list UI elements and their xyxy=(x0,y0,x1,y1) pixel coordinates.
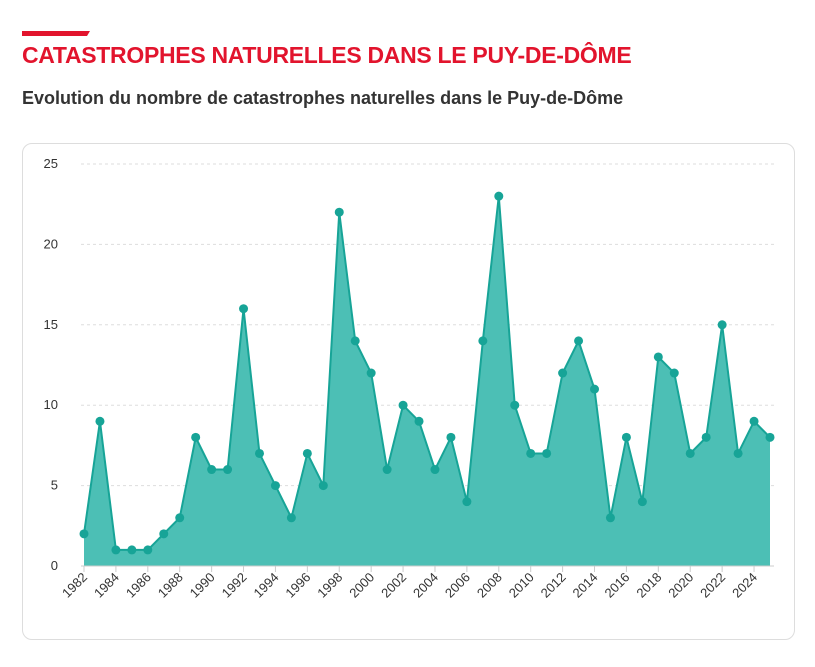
x-tick-label: 1992 xyxy=(219,570,250,601)
data-point xyxy=(494,191,504,201)
accent-bar xyxy=(22,31,90,36)
x-tick-label: 1988 xyxy=(155,570,186,601)
data-point xyxy=(590,384,600,394)
data-point xyxy=(398,400,408,410)
data-point xyxy=(350,336,360,346)
data-point xyxy=(749,416,759,426)
data-point xyxy=(558,368,568,378)
data-point xyxy=(159,529,169,539)
chart-card: 0 5 10 15 20 25 1982 1984 1986 1988 1990 1992 1994 19… xyxy=(22,143,795,640)
series-line xyxy=(83,195,771,551)
data-point xyxy=(701,432,711,442)
y-tick-label: 15 xyxy=(44,317,58,332)
data-point xyxy=(414,416,424,426)
data-point xyxy=(127,545,137,555)
x-tick-label: 2008 xyxy=(474,570,505,601)
data-point xyxy=(334,207,344,217)
x-tick-label: 1990 xyxy=(187,570,218,601)
data-point xyxy=(430,465,440,475)
data-point xyxy=(111,545,121,555)
data-point xyxy=(669,368,679,378)
data-point xyxy=(478,336,488,346)
data-point xyxy=(542,448,552,458)
data-point xyxy=(446,432,456,442)
data-point xyxy=(366,368,376,378)
x-tick-label: 1994 xyxy=(251,570,282,601)
data-point xyxy=(462,497,472,507)
x-tick-label: 2018 xyxy=(633,570,664,601)
data-point xyxy=(270,481,280,491)
data-point xyxy=(765,432,775,442)
x-tick-label: 1982 xyxy=(59,570,90,601)
data-point xyxy=(175,513,185,523)
y-tick-label: 10 xyxy=(44,397,58,412)
data-point xyxy=(239,304,249,314)
data-point xyxy=(605,513,615,523)
x-tick-label: 2022 xyxy=(697,570,728,601)
series-area xyxy=(84,196,770,566)
x-tick-label: 2016 xyxy=(601,570,632,601)
data-point xyxy=(191,432,201,442)
data-point xyxy=(733,448,743,458)
data-point xyxy=(621,432,631,442)
x-tick-label: 2004 xyxy=(410,570,441,601)
x-tick-label: 1996 xyxy=(282,570,313,601)
x-tick-label: 2024 xyxy=(729,570,760,601)
y-tick-label: 25 xyxy=(44,156,58,171)
y-tick-label: 5 xyxy=(51,478,58,493)
data-point xyxy=(223,465,233,475)
data-point xyxy=(143,545,153,555)
y-tick-label: 20 xyxy=(44,236,58,251)
x-tick-label: 1986 xyxy=(123,570,154,601)
x-tick-label: 2012 xyxy=(538,570,569,601)
data-point xyxy=(302,448,312,458)
y-tick-label: 0 xyxy=(51,558,58,573)
data-point xyxy=(254,448,264,458)
data-point xyxy=(79,529,89,539)
accent-bar-shape xyxy=(22,31,90,36)
page-title: CATASTROPHES NATURELLES DANS LE PUY-DE-D… xyxy=(22,42,632,68)
x-tick-label: 1998 xyxy=(314,570,345,601)
data-point xyxy=(717,320,727,330)
data-point xyxy=(574,336,584,346)
data-point xyxy=(382,465,392,475)
data-point xyxy=(526,448,536,458)
data-point xyxy=(95,416,105,426)
data-point xyxy=(637,497,647,507)
x-tick-label: 2002 xyxy=(378,570,409,601)
page-subtitle: Evolution du nombre de catastrophes natu… xyxy=(22,88,624,108)
x-tick-label: 2006 xyxy=(442,570,473,601)
data-point xyxy=(510,400,520,410)
x-tick-label: 2010 xyxy=(506,570,537,601)
x-tick-label: 2020 xyxy=(665,570,696,601)
x-tick-label: 1984 xyxy=(91,570,122,601)
data-point xyxy=(207,465,217,475)
x-tick-label: 2000 xyxy=(346,570,377,601)
data-point xyxy=(286,513,296,523)
x-tick-label: 2014 xyxy=(570,570,601,601)
data-point xyxy=(685,448,695,458)
data-point xyxy=(653,352,663,362)
data-point xyxy=(318,481,328,491)
